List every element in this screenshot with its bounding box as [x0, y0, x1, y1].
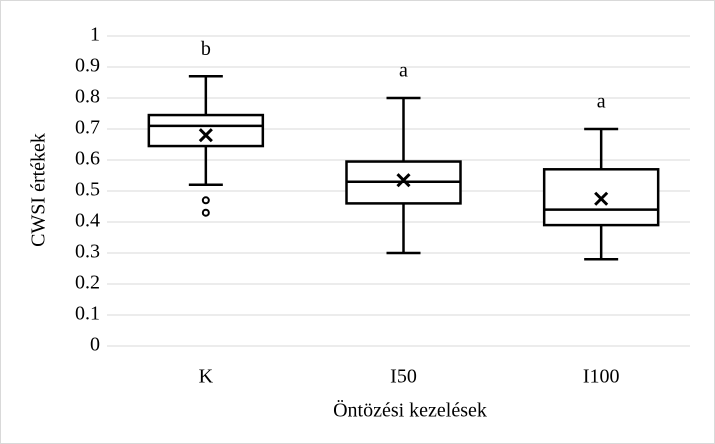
annotation: a — [399, 60, 408, 82]
x-tick-label: K — [199, 366, 214, 388]
y-tick-label: 0.1 — [75, 303, 100, 325]
y-tick-label: 0.3 — [75, 241, 100, 263]
mean-marker — [198, 128, 213, 143]
y-tick-label: 0.6 — [75, 148, 100, 170]
mean-marker — [594, 191, 609, 206]
y-tick-label: 0.5 — [75, 179, 100, 201]
outlier — [201, 208, 210, 217]
y-tick-label: 0.9 — [75, 55, 100, 77]
outlier — [201, 196, 210, 205]
mean-marker — [396, 173, 411, 188]
annotation: b — [201, 38, 211, 60]
y-tick-label: 0.8 — [75, 86, 100, 108]
y-axis-title: CWSI értékek — [28, 133, 50, 247]
y-tick-label: 0.2 — [75, 272, 100, 294]
y-tick-label: 0.7 — [75, 117, 100, 139]
x-axis-title: Öntözési kezelések — [333, 399, 487, 422]
y-tick-label: 1 — [90, 24, 100, 46]
x-tick-label: I100 — [583, 366, 620, 388]
y-tick-label: 0 — [90, 334, 100, 356]
annotation: a — [597, 91, 606, 113]
y-tick-label: 0.4 — [75, 210, 100, 232]
x-tick-label: I50 — [390, 366, 417, 388]
box — [147, 113, 265, 148]
